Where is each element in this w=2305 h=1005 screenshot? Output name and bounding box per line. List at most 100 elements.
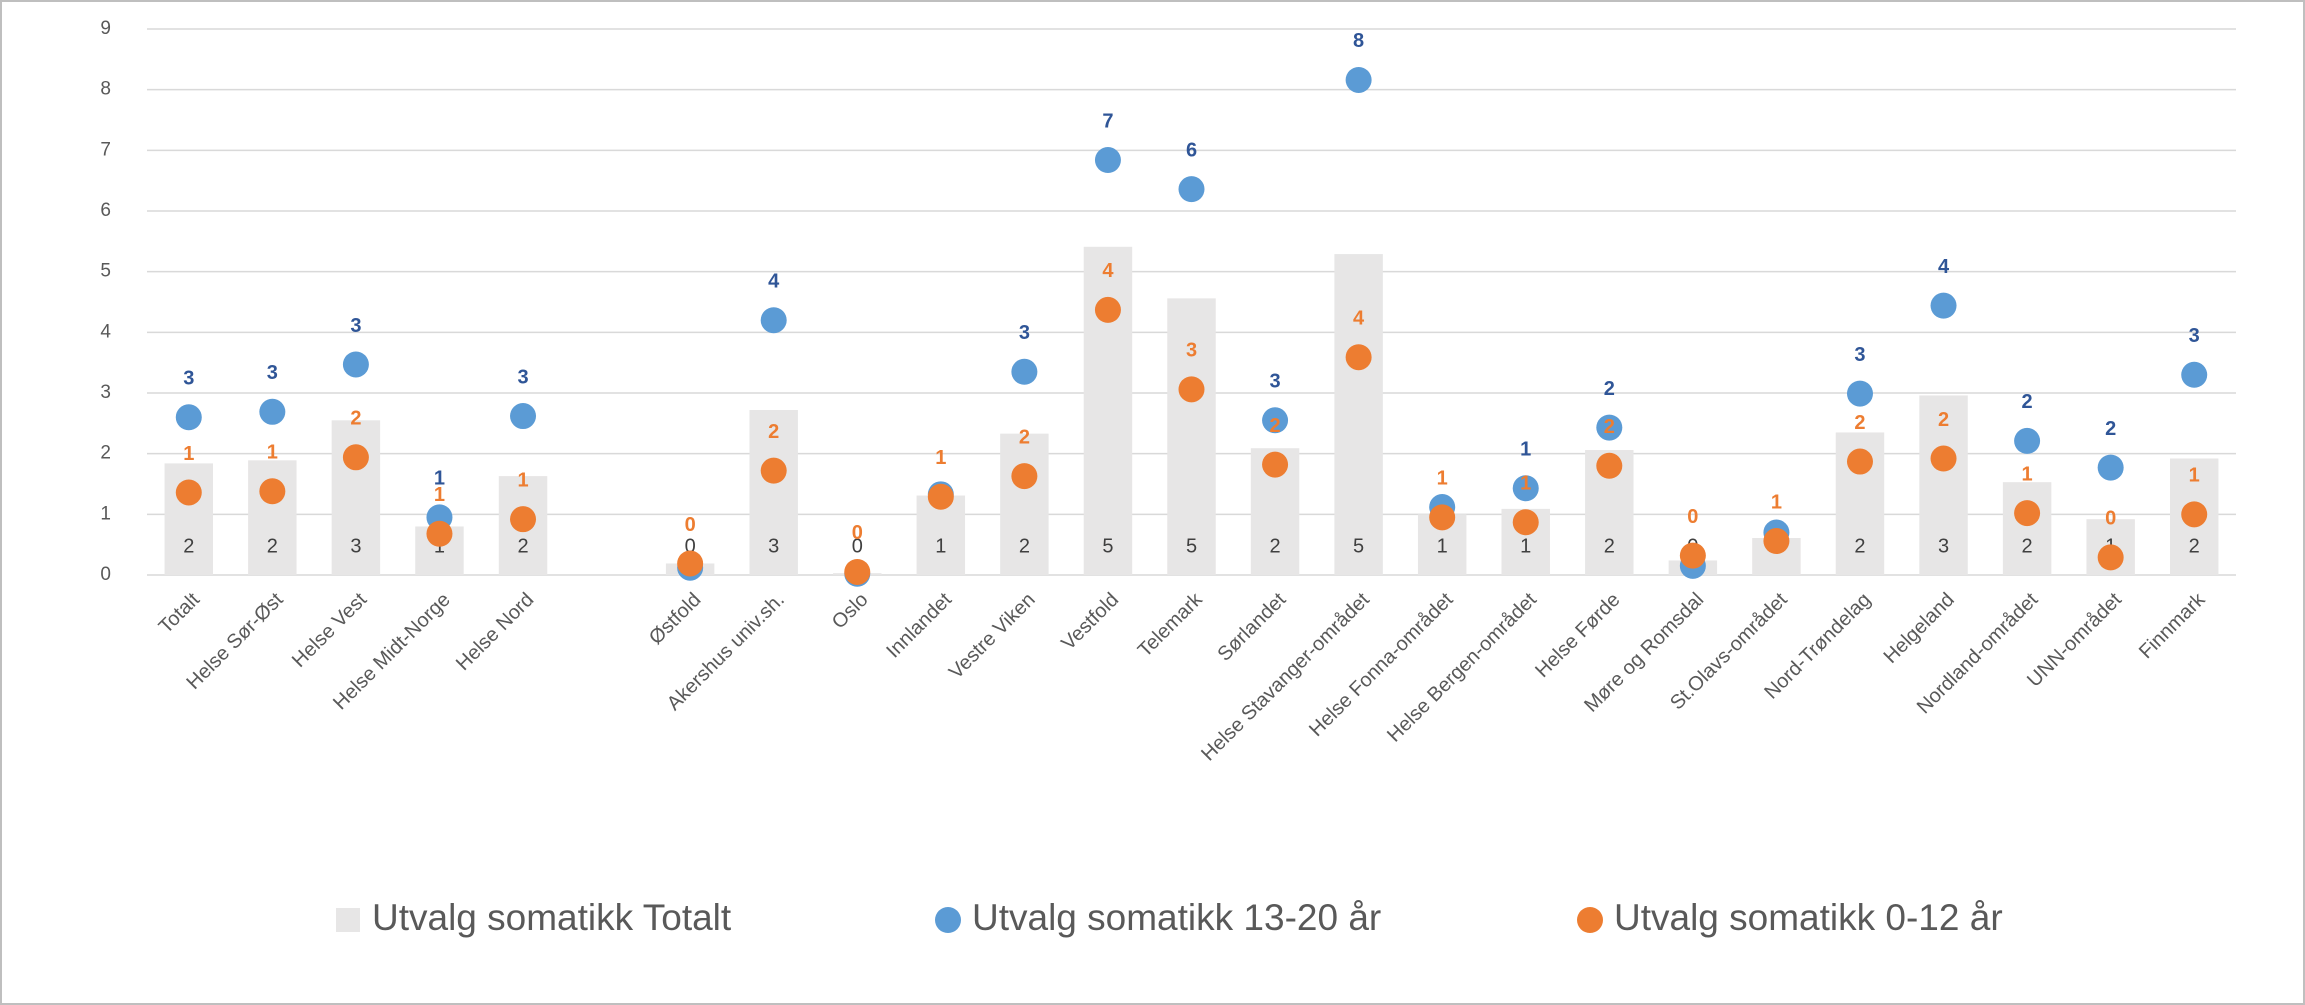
bar-label: 0 <box>852 535 863 557</box>
point-label: 4 <box>1938 256 1950 278</box>
marker <box>1846 380 1873 407</box>
point-label: 2 <box>1854 412 1865 434</box>
point-label: 2 <box>2105 418 2116 440</box>
bar-label: 1 <box>935 535 946 557</box>
bar <box>1000 433 1049 575</box>
marker <box>510 506 537 533</box>
point-label: 3 <box>350 315 361 337</box>
bar-label: 3 <box>1938 535 1949 557</box>
y-tick-label: 5 <box>100 261 111 282</box>
marker <box>2014 427 2041 454</box>
point-label: 2 <box>1604 416 1615 438</box>
point-label: 1 <box>2022 463 2033 485</box>
bar <box>1167 298 1216 575</box>
bar <box>749 409 798 575</box>
point-label: 3 <box>517 366 528 388</box>
bar-label: 3 <box>350 535 361 557</box>
marker <box>1011 358 1038 385</box>
y-tick-label: 3 <box>100 382 111 403</box>
legend-label: Utvalg somatikk 0-12 år <box>1614 897 2003 938</box>
bar <box>1083 246 1133 575</box>
marker <box>1512 475 1539 502</box>
point-label: 7 <box>1102 110 1113 132</box>
marker <box>1178 176 1205 203</box>
marker <box>175 479 202 506</box>
point-label: 0 <box>685 514 696 536</box>
y-tick-label: 8 <box>100 79 111 100</box>
marker <box>844 558 871 585</box>
marker <box>259 398 286 425</box>
point-label: 6 <box>1186 139 1197 161</box>
bar-label: 2 <box>1269 535 1280 557</box>
marker <box>1763 528 1790 555</box>
marker <box>1345 66 1372 93</box>
point-label: 1 <box>183 443 194 465</box>
marker <box>1596 414 1623 441</box>
legend-label: Utvalg somatikk 13-20 år <box>972 897 1381 938</box>
marker <box>342 351 369 378</box>
point-label: 1 <box>2189 465 2200 487</box>
bar-label: 3 <box>768 535 779 557</box>
bar-label: 2 <box>2022 535 2033 557</box>
point-label: 1 <box>1437 468 1448 490</box>
marker <box>2097 544 2124 571</box>
point-label: 3 <box>1186 340 1197 362</box>
marker <box>927 483 954 510</box>
marker <box>2014 500 2041 527</box>
point-label: 1 <box>1520 439 1531 461</box>
y-tick-label: 4 <box>100 321 111 342</box>
point-label: 3 <box>1019 322 1030 344</box>
marker <box>1094 296 1121 323</box>
point-label: 0 <box>1687 506 1698 528</box>
marker <box>259 478 286 505</box>
marker <box>1930 292 1957 319</box>
bar-label: 1 <box>1437 535 1448 557</box>
point-label: 1 <box>434 484 445 506</box>
bar-label: 2 <box>267 535 278 557</box>
bar <box>2002 482 2052 575</box>
marker <box>1011 463 1038 490</box>
marker <box>760 457 787 484</box>
bar-label: 0 <box>685 535 696 557</box>
point-label: 1 <box>1520 473 1531 495</box>
point-label: 2 <box>768 421 779 443</box>
marker <box>1262 451 1289 478</box>
legend-swatch <box>935 907 961 933</box>
bar-label: 2 <box>1854 535 1865 557</box>
point-label: 2 <box>1269 415 1280 437</box>
point-label: 2 <box>350 408 361 430</box>
bar-label: 2 <box>183 535 194 557</box>
point-label: 3 <box>1854 344 1865 366</box>
marker <box>510 403 537 430</box>
bar-label: 2 <box>1604 535 1615 557</box>
point-label: 3 <box>1269 371 1280 393</box>
point-label: 8 <box>1353 30 1364 52</box>
y-tick-label: 1 <box>100 503 111 524</box>
point-label: 2 <box>2022 391 2033 413</box>
point-label: 3 <box>267 362 278 384</box>
legend-label: Utvalg somatikk Totalt <box>372 897 732 938</box>
bar-label: 2 <box>2189 535 2200 557</box>
bar-label: 5 <box>1353 535 1364 557</box>
marker <box>1429 504 1456 531</box>
bar <box>248 460 297 575</box>
point-label: 0 <box>2105 508 2116 530</box>
bar-label: 5 <box>1186 535 1197 557</box>
point-label: 2 <box>1938 409 1949 431</box>
marker <box>342 444 369 471</box>
point-label: 3 <box>183 368 194 390</box>
point-label: 2 <box>1604 378 1615 400</box>
marker <box>677 550 704 577</box>
marker <box>2181 361 2208 388</box>
point-label: 1 <box>935 447 946 469</box>
point-label: 1 <box>517 469 528 491</box>
marker <box>760 307 787 334</box>
point-label: 1 <box>267 442 278 464</box>
marker <box>426 520 453 547</box>
legend-swatch <box>1577 907 1603 933</box>
y-tick-label: 2 <box>100 443 111 464</box>
marker <box>1930 445 1957 472</box>
marker <box>1345 344 1372 371</box>
marker <box>1596 452 1623 479</box>
